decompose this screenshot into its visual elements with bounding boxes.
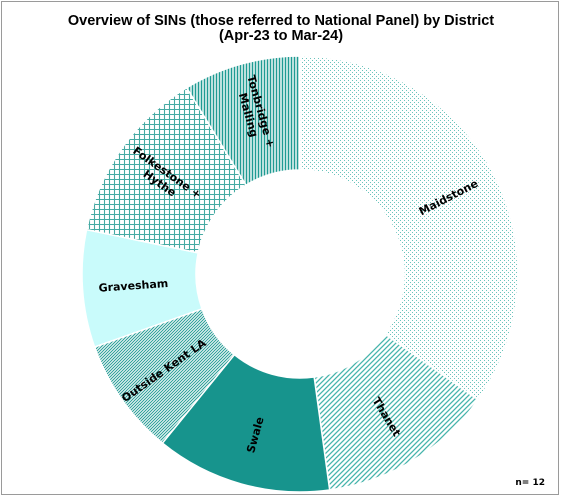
chart-title-line1: Overview of SINs (those referred to Nati… (67, 13, 495, 29)
slices-group (81, 55, 519, 493)
slice-maidstone (299, 55, 519, 401)
chart-title: Overview of SINs (those referred to Nati… (2, 14, 560, 44)
slice-label-gravesham: Gravesham (98, 277, 169, 295)
slice-tonbridge-malling (185, 55, 301, 187)
chart-title-line2: (Apr-23 to Mar-24) (218, 28, 344, 44)
sample-size-note: n= 12 (515, 478, 545, 488)
